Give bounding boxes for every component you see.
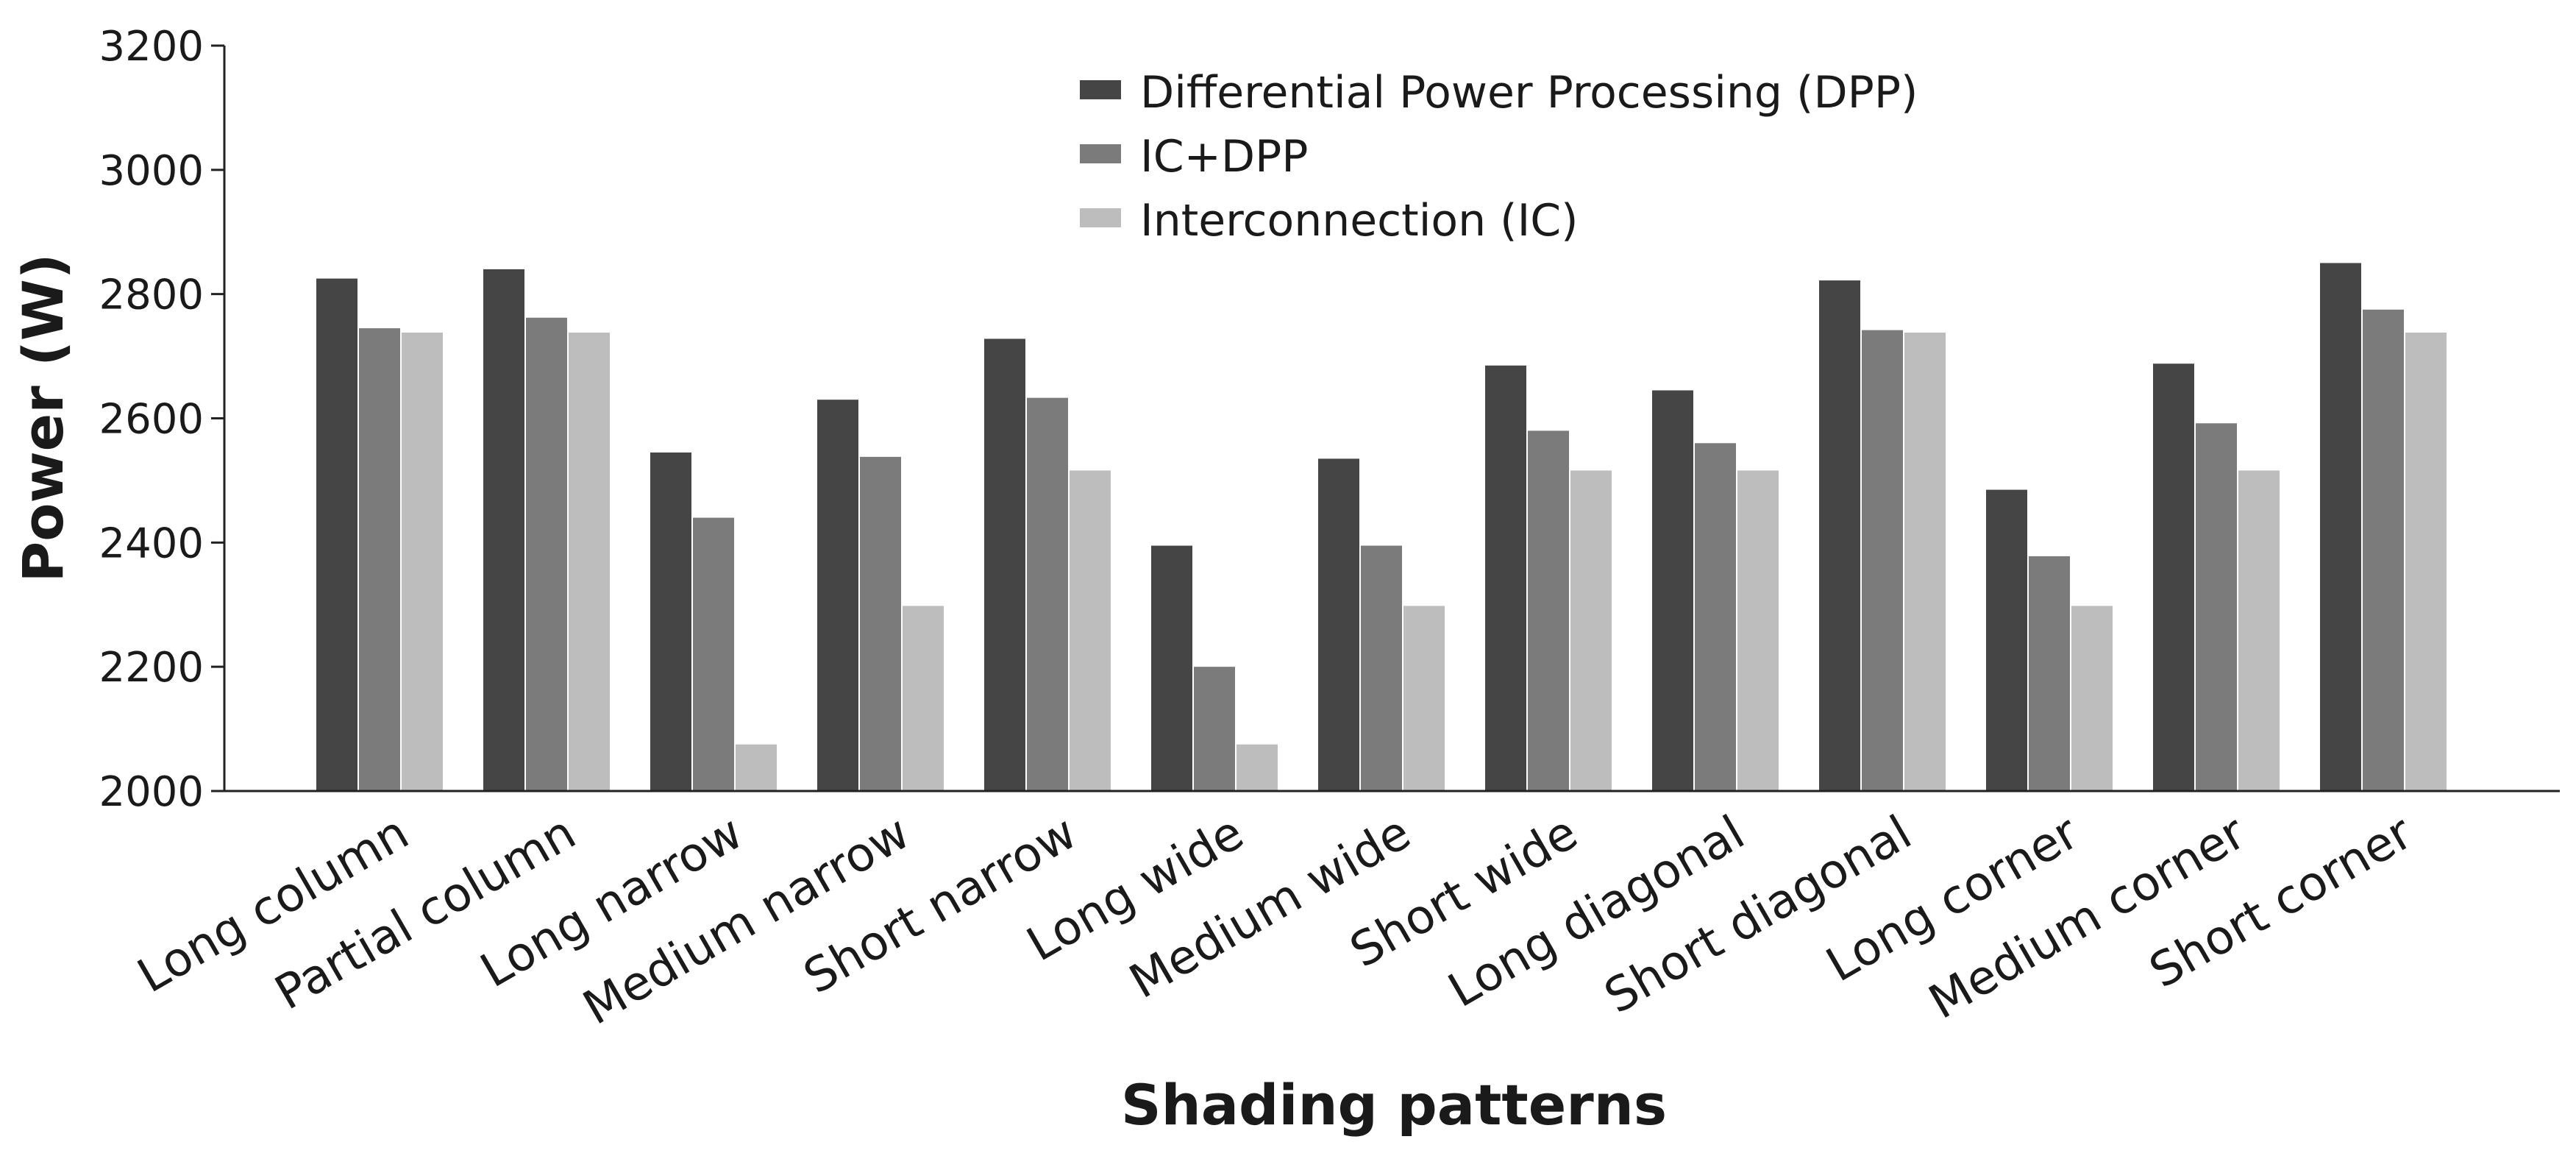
bar — [1819, 280, 1860, 792]
bar — [1862, 330, 1903, 792]
bar — [2363, 309, 2404, 791]
bar — [1237, 744, 1278, 791]
bar — [693, 517, 734, 791]
legend: Differential Power Processing (DPP) IC+DP… — [1080, 67, 1918, 247]
bar — [2238, 470, 2280, 791]
bar — [903, 606, 944, 791]
x-tick-label: Long diagonal — [1440, 806, 1754, 1018]
bar — [569, 333, 610, 791]
legend-swatch — [1080, 208, 1121, 227]
y-tick-label: 3200 — [99, 23, 204, 71]
bar — [359, 328, 400, 791]
bar — [1652, 390, 1693, 791]
bar — [817, 400, 858, 791]
bar — [2029, 556, 2070, 791]
y-tick-label: 2800 — [99, 272, 204, 319]
y-tick-label: 2000 — [99, 768, 204, 816]
bar — [402, 333, 443, 791]
bar — [1361, 545, 1402, 791]
bar — [1904, 333, 1946, 791]
bar — [1027, 397, 1068, 791]
bar — [1151, 545, 1192, 791]
bar — [1695, 443, 1736, 791]
bar — [1070, 470, 1111, 791]
legend-swatch — [1080, 144, 1121, 163]
bar — [1570, 470, 1612, 791]
bar — [2196, 423, 2237, 791]
x-axis-title: Shading patterns — [1121, 1072, 1667, 1138]
bar — [1318, 458, 1359, 791]
legend-label: Interconnection (IC) — [1140, 195, 1579, 247]
bar — [483, 269, 524, 791]
bar — [984, 338, 1025, 791]
bar — [1986, 489, 2027, 791]
bar — [526, 317, 567, 791]
y-tick-label: 2400 — [99, 520, 204, 567]
bar — [1485, 365, 1526, 791]
bar — [1194, 667, 1235, 791]
y-ticks-group: 2000 2200 2400 2600 2800 3000 3200 — [99, 23, 224, 816]
bar — [1528, 430, 1569, 791]
bar — [650, 452, 691, 791]
legend-label: Differential Power Processing (DPP) — [1140, 67, 1918, 118]
bar — [316, 278, 357, 791]
bar — [2153, 364, 2194, 791]
bar — [860, 456, 901, 791]
bar — [2320, 263, 2361, 791]
x-tick-label: Medium wide — [1121, 806, 1420, 1010]
y-tick-label: 3000 — [99, 147, 204, 195]
bar — [1403, 606, 1445, 791]
bar — [1737, 470, 1779, 791]
legend-label: IC+DPP — [1140, 131, 1308, 182]
y-axis-title: Power (W) — [10, 254, 76, 583]
bar — [736, 744, 777, 791]
bar — [2071, 606, 2113, 791]
bar — [2405, 333, 2447, 791]
legend-swatch — [1080, 80, 1121, 99]
y-tick-label: 2200 — [99, 644, 204, 692]
y-tick-label: 2600 — [99, 396, 204, 444]
bars-group — [316, 263, 2447, 792]
